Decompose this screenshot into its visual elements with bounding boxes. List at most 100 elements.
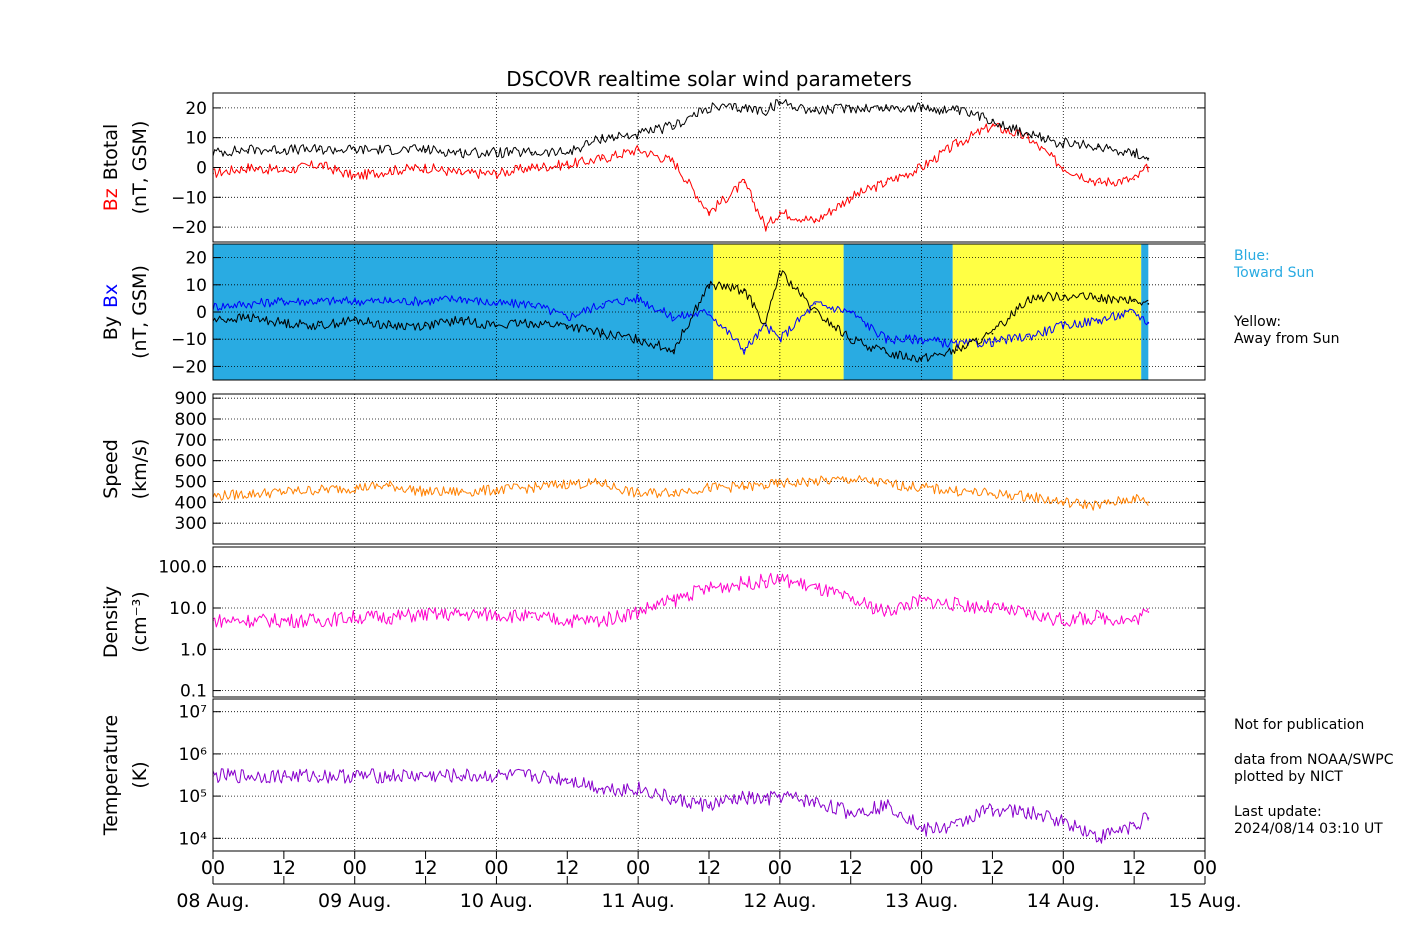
series-speed [213,475,1149,511]
point-bx [530,302,533,305]
x-date-label: 12 Aug. [743,890,816,912]
point-density [708,587,710,590]
point-speed [920,486,923,489]
point-btotal [1147,157,1150,160]
x-hour-label: 12 [555,857,579,879]
series-group [213,270,1150,363]
point-btotal [920,107,923,109]
point-temperature [764,799,767,802]
series-group [213,475,1150,511]
point-bz [778,211,781,214]
x-date-label: 15 Aug. [1168,890,1241,912]
point-btotal [282,148,285,151]
x-axis: 00 12 00 12 00 12 00 12 00 12 00 12 00 12 00 08 Aug. 09 … [176,851,1242,912]
grid [213,547,1205,697]
point-speed [1062,501,1065,504]
point-btotal [353,148,356,151]
point-density [495,613,498,616]
y-ticks: 20 10 0 −10 −20 [171,249,1205,377]
point-speed [1147,501,1150,504]
y-axis-unit: (nT, GSM) [129,121,151,215]
point-bx [566,316,569,319]
point-bx [814,302,817,305]
point-btotal [637,133,640,136]
point-bz [885,181,888,184]
x-hour-label: 00 [1051,857,1075,879]
point-temperature [1062,820,1065,823]
point-by [991,332,994,335]
point-bx [743,349,746,351]
grid [213,699,1205,851]
point-speed [247,493,250,495]
point-btotal [1062,142,1065,145]
y-tick-label: 10.0 [169,599,207,619]
y-axis-unit: (cm⁻³) [129,591,151,652]
point-density [282,619,285,622]
x-date-label: 10 Aug. [460,890,533,912]
x-hour-label: 00 [484,857,508,879]
x-hour-label: 12 [839,857,863,879]
point-bx [849,311,852,313]
point-btotal [672,124,675,127]
polarity-band-toward_sun [1141,244,1149,380]
point-bx [282,300,285,303]
point-bz [637,148,640,151]
point-bx [672,316,675,319]
panel-bxby: 20 10 0 −10 −20 ByBx (nT, GSM) [100,243,1206,381]
point-btotal [389,148,392,151]
y-tick-label: −10 [171,330,207,350]
point-by [247,316,250,319]
point-temperature [389,775,392,777]
point-by [743,289,746,292]
point-temperature [956,824,958,827]
point-bx [1097,319,1100,322]
point-temperature [424,775,427,777]
point-bx [247,302,250,305]
point-btotal [956,109,958,112]
point-bz [814,220,817,223]
point-speed [814,480,817,483]
point-bz [247,166,250,169]
point-temperature [318,775,321,777]
point-temperature [778,795,781,797]
point-speed [885,482,888,485]
plot-frame [212,698,1206,852]
point-density [530,616,533,619]
point-temperature [460,775,462,777]
point-by [1026,297,1029,300]
point-by [885,351,888,354]
point-by [637,338,640,341]
point-btotal [991,118,994,121]
point-density [1097,616,1100,619]
point-bz [956,142,958,145]
y-tick-label: 100.0 [158,558,207,578]
x-hour-label: 12 [980,857,1004,879]
point-density [1147,611,1150,613]
series-bz [213,122,1149,232]
x-hour-label: 12 [1122,857,1146,879]
point-temperature [495,775,498,777]
point-btotal [495,151,498,154]
point-bx [708,311,710,313]
y-ticks: 10⁷ 10⁶ 10⁵ 10⁴ [179,703,1205,849]
y-axis-unit: (K) [129,761,151,788]
point-temperature [530,775,533,777]
x-date-label: 08 Aug. [176,890,249,912]
source-note: data from NOAA/SWPC plotted by NICT [1234,752,1394,785]
point-by [708,283,710,286]
y-axis-unit: (nT, GSM) [129,265,151,359]
point-density [764,580,767,582]
panel-temperature: 10⁷ 10⁶ 10⁵ 10⁴ Temperature (K) [100,698,1206,852]
point-density [247,619,250,622]
y-tick-label: 900 [175,389,207,409]
y-tick-label: 10 [185,276,207,296]
blue-polarity-note: Blue: Toward Sun [1234,248,1315,281]
point-by [530,321,533,324]
point-temperature [849,811,852,814]
point-speed [743,485,746,488]
point-bz [424,166,427,169]
point-bz [530,166,533,169]
x-date-label: 14 Aug. [1027,890,1100,912]
point-by [566,324,569,327]
point-temperature [708,804,710,807]
